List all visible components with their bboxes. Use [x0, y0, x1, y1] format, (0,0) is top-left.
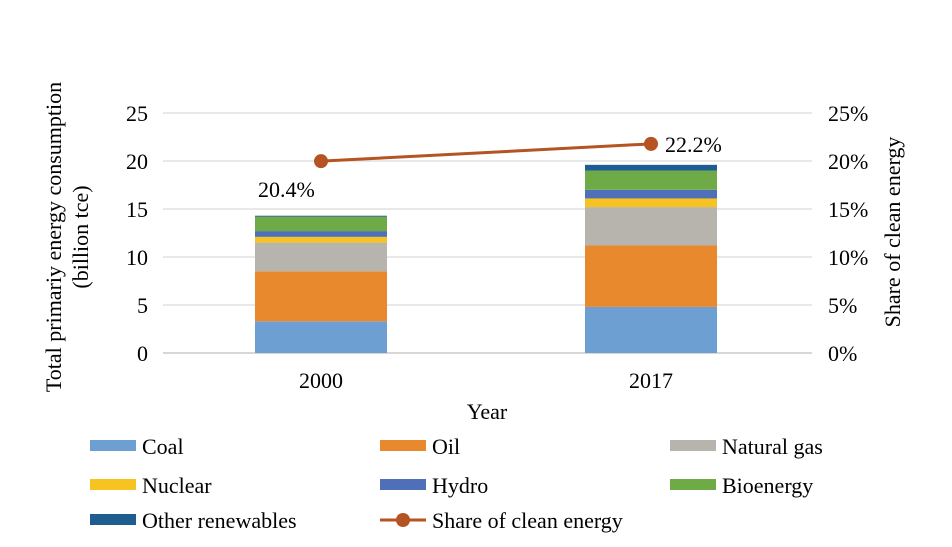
bar-oil-2000 [255, 271, 387, 322]
legend-swatch-other-renewables [90, 514, 136, 525]
legend-swatch-natural-gas [670, 440, 716, 451]
legend-label-coal: Coal [142, 434, 184, 459]
legend-label-nuclear: Nuclear [142, 473, 212, 498]
y-axis-title: Total primariy energy consumption (billi… [41, 82, 93, 392]
bar-coal-2000 [255, 321, 387, 353]
x-axis-ticks: 2000 2017 [299, 368, 673, 393]
x-tick-label: 2017 [629, 368, 673, 393]
legend: Coal Oil Natural gas Nuclear Hydro Bioenergy O… [90, 434, 823, 533]
y2-tick-label: 10% [828, 245, 868, 270]
y-axis-title-line-2: (billion tce) [68, 185, 93, 288]
y2-tick-label: 0% [828, 341, 857, 366]
bar-bioenergy-2000 [255, 216, 387, 232]
y-tick-label: 5 [137, 293, 148, 318]
bar-natural-gas-2017 [585, 207, 717, 246]
y-tick-label: 25 [126, 101, 148, 126]
legend-label-other-renewables: Other renewables [142, 508, 297, 533]
y2-tick-label: 15% [828, 197, 868, 222]
legend-swatch-coal [90, 440, 136, 451]
legend-label-oil: Oil [432, 434, 460, 459]
bar-nuclear-2017 [585, 198, 717, 208]
y-tick-label: 20 [126, 149, 148, 174]
bar-oil-2017 [585, 245, 717, 307]
legend-label-bioenergy: Bioenergy [722, 473, 813, 498]
data-label-2017: 22.2% [665, 132, 722, 157]
stacked-bars [255, 164, 717, 353]
y2-tick-label: 20% [828, 149, 868, 174]
legend-label-hydro: Hydro [432, 473, 488, 498]
legend-swatch-nuclear [90, 479, 136, 490]
bar-bioenergy-2017 [585, 170, 717, 190]
legend-label-natural-gas: Natural gas [722, 434, 823, 459]
x-axis-title: Year [467, 399, 508, 424]
line-point-2000 [314, 154, 328, 169]
y-axis-title-line-1: Total primariy energy consumption [41, 82, 66, 392]
y2-tick-label: 25% [828, 101, 868, 126]
bar-hydro-2000 [255, 231, 387, 237]
y-tick-label: 15 [126, 197, 148, 222]
y2-axis-ticks: 0% 5% 10% 15% 20% 25% [828, 101, 868, 366]
y-tick-label: 0 [137, 341, 148, 366]
y2-tick-label: 5% [828, 293, 857, 318]
bar-other-renewables-2000 [255, 215, 387, 217]
line-point-2017 [644, 136, 658, 151]
bar-other-renewables-2017 [585, 164, 717, 171]
y-tick-label: 10 [126, 245, 148, 270]
clean-share-line: 20.4% 22.2% [258, 132, 722, 202]
line-share-of-clean-energy [320, 142, 652, 163]
bar-coal-2017 [585, 306, 717, 353]
legend-marker-share-of-clean-energy [396, 513, 410, 527]
y2-axis-title: Share of clean energy [880, 137, 905, 328]
x-tick-label: 2000 [299, 368, 343, 393]
y-axis-ticks: 0 5 10 15 20 25 [126, 101, 148, 366]
legend-swatch-hydro [380, 479, 426, 490]
legend-swatch-oil [380, 440, 426, 451]
legend-swatch-bioenergy [670, 479, 716, 490]
data-label-2000: 20.4% [258, 177, 315, 202]
legend-label-share-of-clean-energy: Share of clean energy [432, 508, 623, 533]
bar-natural-gas-2000 [255, 242, 387, 272]
bar-nuclear-2000 [255, 236, 387, 243]
bar-hydro-2017 [585, 189, 717, 199]
